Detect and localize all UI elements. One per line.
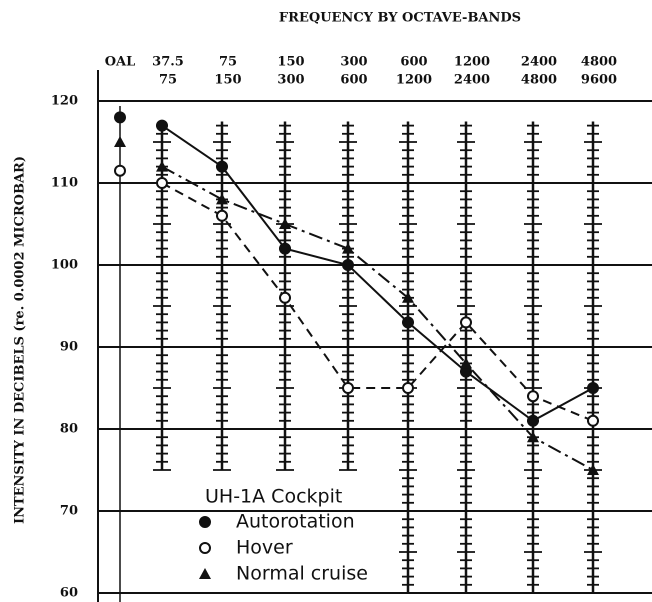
x-tick-label: OAL	[105, 55, 136, 70]
data-point	[279, 218, 291, 229]
x-tick-label: 2400	[521, 55, 557, 70]
data-point	[587, 464, 599, 475]
x-tick-label: 75	[219, 55, 237, 70]
y-tick-label: 110	[51, 176, 78, 191]
y-tick-label: 60	[60, 586, 78, 601]
x-tick-label: 4800	[581, 55, 617, 70]
data-point	[114, 164, 126, 177]
data-point	[460, 357, 472, 369]
y-tick-label: 120	[51, 94, 78, 109]
x-tick-label: 4800	[521, 73, 557, 88]
data-point	[527, 431, 539, 443]
chart-title: FREQUENCY BY OCTAVE-BANDS	[279, 11, 521, 26]
data-point	[342, 242, 354, 254]
x-tick-label: 600	[340, 73, 367, 88]
data-point	[114, 111, 126, 124]
series-line	[161, 182, 594, 422]
data-point	[216, 209, 228, 222]
x-tick-label: 600	[400, 55, 427, 70]
y-tick-label: 80	[60, 422, 78, 437]
data-point	[114, 136, 126, 147]
legend-label: Autorotation	[236, 511, 355, 533]
x-tick-label: 1200	[396, 73, 432, 88]
data-point	[279, 242, 291, 255]
data-point	[342, 382, 354, 394]
data-point	[156, 177, 168, 189]
y-tick-label: 100	[51, 258, 78, 273]
data-point	[402, 382, 414, 394]
x-tick-label: 1200	[454, 55, 490, 70]
legend-marker	[199, 542, 211, 554]
data-point	[587, 414, 599, 427]
legend-title: UH-1A Cockpit	[205, 486, 342, 508]
data-point	[527, 414, 539, 427]
x-tick-label: 2400	[454, 73, 490, 88]
data-point	[156, 160, 168, 172]
data-point	[527, 390, 539, 403]
data-point	[402, 316, 414, 329]
data-point	[342, 259, 354, 271]
legend-marker	[199, 516, 211, 528]
x-tick-label: 9600	[581, 73, 617, 88]
x-tick-label: 150	[277, 55, 304, 70]
series-line	[161, 124, 594, 422]
y-tick-label: 70	[60, 504, 78, 519]
x-tick-label: 300	[277, 73, 304, 88]
data-point	[460, 316, 472, 329]
x-tick-label: 150	[214, 73, 241, 88]
x-tick-label: 75	[159, 73, 177, 88]
y-axis-label: INTENSITY IN DECIBELS (re. 0.0002 MICROB…	[13, 156, 28, 524]
series-line	[161, 165, 594, 471]
data-point	[587, 382, 599, 394]
x-tick-label: 300	[340, 55, 367, 70]
y-tick-label: 90	[60, 340, 78, 355]
data-point	[156, 119, 168, 132]
data-point	[216, 160, 228, 173]
legend-label: Normal cruise	[236, 563, 368, 585]
legend-marker	[199, 568, 211, 579]
x-tick-label: 37.5	[152, 55, 184, 70]
data-point	[216, 193, 228, 205]
data-point	[279, 291, 291, 304]
data-point	[402, 291, 414, 303]
legend-label: Hover	[236, 537, 293, 559]
